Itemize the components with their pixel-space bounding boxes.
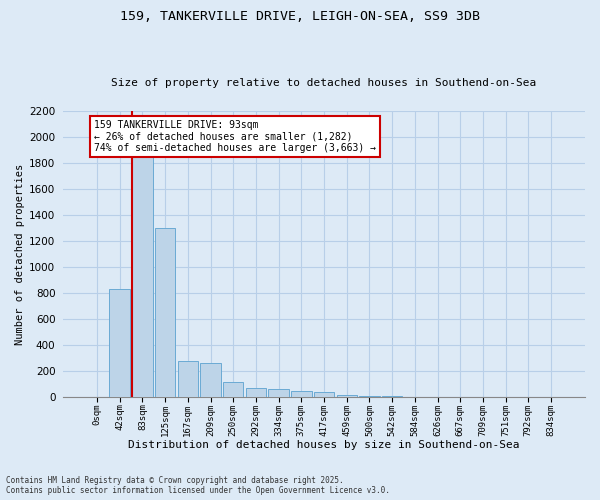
Text: Contains HM Land Registry data © Crown copyright and database right 2025.
Contai: Contains HM Land Registry data © Crown c… <box>6 476 390 495</box>
Text: 159 TANKERVILLE DRIVE: 93sqm
← 26% of detached houses are smaller (1,282)
74% of: 159 TANKERVILLE DRIVE: 93sqm ← 26% of de… <box>94 120 376 153</box>
Bar <box>359 396 380 398</box>
Bar <box>200 364 221 398</box>
Bar <box>246 388 266 398</box>
Bar <box>291 391 311 398</box>
Bar <box>382 396 403 398</box>
Bar <box>155 228 175 398</box>
Bar <box>132 156 152 398</box>
X-axis label: Distribution of detached houses by size in Southend-on-Sea: Distribution of detached houses by size … <box>128 440 520 450</box>
Bar <box>87 396 107 398</box>
Bar <box>178 361 198 398</box>
Bar <box>268 389 289 398</box>
Text: 159, TANKERVILLE DRIVE, LEIGH-ON-SEA, SS9 3DB: 159, TANKERVILLE DRIVE, LEIGH-ON-SEA, SS… <box>120 10 480 23</box>
Bar <box>109 290 130 398</box>
Title: Size of property relative to detached houses in Southend-on-Sea: Size of property relative to detached ho… <box>112 78 536 88</box>
Bar <box>314 392 334 398</box>
Bar <box>223 382 244 398</box>
Y-axis label: Number of detached properties: Number of detached properties <box>15 164 25 345</box>
Bar <box>337 394 357 398</box>
